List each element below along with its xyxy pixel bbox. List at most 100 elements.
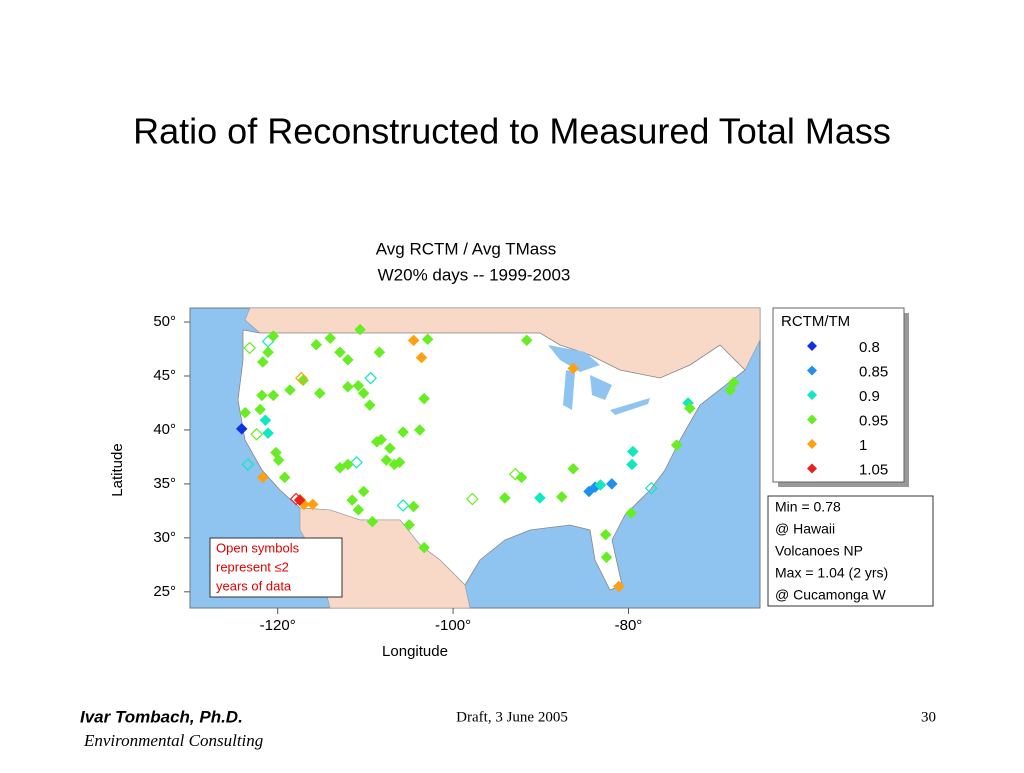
site-marker [235, 423, 248, 435]
site-marker [310, 338, 323, 351]
site-marker [259, 414, 272, 427]
site-marker [407, 500, 420, 513]
legend-marker [807, 414, 817, 425]
lake [590, 375, 612, 400]
site-marker [262, 427, 274, 440]
y-tick-label: 45° [153, 367, 176, 384]
site-marker [407, 334, 420, 347]
site-marker [293, 494, 306, 506]
stats-line: Min = 0.78 [775, 499, 841, 515]
legend-label: 0.95 [859, 412, 888, 429]
annotation: represent ≤2 [216, 559, 289, 574]
site-marker [567, 462, 580, 475]
site-marker [239, 406, 252, 419]
site-marker [370, 435, 383, 448]
site-marker [364, 371, 377, 385]
y-tick-label: 35° [153, 475, 176, 492]
site-marker [421, 333, 434, 346]
site-marker [724, 384, 737, 396]
annotation-box [209, 537, 343, 598]
footer-org: Environmental Consulting [83, 731, 263, 750]
site-marker [350, 455, 363, 469]
site-marker [272, 454, 285, 467]
y-tick-label: 50° [153, 313, 176, 330]
legend-label: 0.9 [859, 388, 880, 405]
site-marker [341, 458, 354, 471]
site-marker [594, 479, 607, 491]
site-marker [341, 353, 354, 366]
site-marker [256, 356, 269, 368]
site-marker [403, 519, 416, 531]
site-marker [418, 392, 430, 405]
y-tick-label: 40° [153, 421, 176, 438]
site-marker [413, 424, 426, 436]
annotation: Open symbols [216, 540, 300, 555]
stats-line: Max = 1.04 (2 yrs) [775, 565, 888, 581]
site-marker [567, 362, 580, 375]
site-marker [670, 439, 683, 451]
site-marker [346, 494, 359, 506]
x-tick-label: -100° [435, 617, 471, 634]
page-number: 30 [921, 709, 936, 725]
site-marker [466, 492, 479, 506]
chart-title: Avg RCTM / Avg TMass [376, 239, 556, 258]
stats-box [767, 495, 934, 607]
site-marker [357, 387, 370, 400]
site-marker [626, 445, 639, 458]
site-marker [396, 499, 410, 512]
site-marker [267, 330, 280, 342]
site-marker [354, 323, 366, 336]
legend-label: 1 [859, 437, 867, 454]
site-marker [284, 384, 296, 396]
site-marker [341, 380, 354, 393]
site-marker [393, 456, 406, 469]
site-marker [605, 478, 618, 490]
legend-label: 0.8 [859, 339, 880, 356]
legend-box [772, 307, 905, 483]
site-marker [520, 334, 533, 347]
footer-draft: Draft, 3 June 2005 [456, 709, 568, 725]
site-marker [600, 551, 613, 564]
site-marker [241, 458, 255, 471]
site-marker [583, 485, 595, 498]
site-marker [254, 403, 267, 416]
site-marker [508, 467, 522, 481]
site-marker [498, 492, 511, 504]
x-tick-label: -80° [615, 617, 643, 634]
footer-author: Ivar Tombach, Ph.D. [80, 707, 243, 726]
site-marker [243, 341, 256, 355]
lake [548, 345, 600, 372]
site-marker [384, 442, 396, 455]
site-marker [334, 346, 346, 359]
legend-marker [807, 439, 817, 449]
site-marker [415, 351, 428, 364]
site-marker [256, 471, 269, 484]
x-tick-label: -120° [260, 617, 296, 634]
site-marker [357, 485, 370, 498]
site-marker [256, 389, 268, 402]
site-marker [366, 515, 379, 528]
y-tick-label: 25° [153, 583, 176, 600]
site-marker [250, 427, 263, 441]
site-marker [380, 454, 393, 467]
site-marker [306, 498, 319, 511]
site-marker [644, 481, 658, 495]
site-marker [625, 507, 637, 519]
lake [563, 370, 575, 410]
site-marker [352, 379, 365, 392]
legend-label: 0.85 [859, 363, 888, 380]
site-marker [418, 541, 430, 554]
site-marker [313, 387, 326, 400]
legend-marker [807, 463, 817, 474]
site-marker [278, 471, 291, 484]
y-axis-label: Latitude [109, 443, 126, 496]
legend: RCTM/TM [772, 307, 909, 487]
site-marker [352, 503, 365, 516]
site-marker [683, 402, 696, 415]
y-tick-label: 30° [153, 529, 176, 546]
legend-marker [807, 365, 817, 376]
stats-line: @ Hawaii [775, 521, 835, 537]
site-marker [397, 426, 409, 438]
site-marker [324, 332, 337, 345]
